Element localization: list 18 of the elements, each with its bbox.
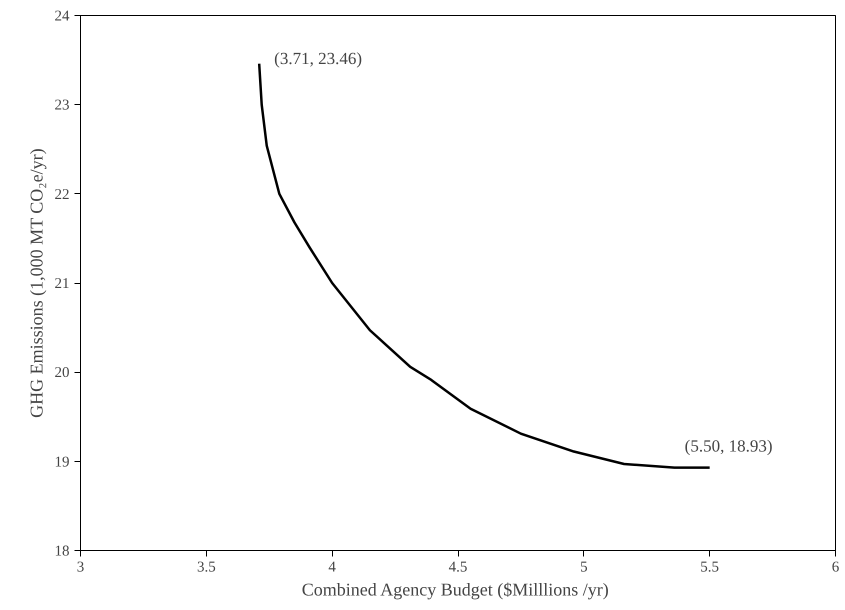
x-axis-title: Combined Agency Budget ($Milllions /yr) [302,580,609,600]
y-tick-label: 20 [54,365,70,382]
annotation: (5.50, 18.93) [684,436,772,456]
y-tick-label: 18 [54,544,70,560]
annotation: (3.71, 23.46) [274,49,362,68]
x-tick-label: 3 [76,560,84,576]
x-tick-label: 4.5 [448,560,468,576]
x-tick-label: 5 [580,560,588,576]
y-tick-label: 23 [54,98,70,114]
x-tick-label: 5.5 [700,560,720,576]
y-tick-label: 24 [54,8,70,24]
x-tick-label: 3.5 [196,560,216,576]
x-tick-label: 6 [832,560,840,576]
y-tick-label: 21 [54,276,70,292]
x-tick-label: 4 [328,560,336,576]
y-tick-label: 19 [54,454,70,470]
y-axis-title: GHG Emissions (1,000 MT CO₂e/yr) [26,148,46,418]
y-tick-label: 22 [54,186,70,203]
